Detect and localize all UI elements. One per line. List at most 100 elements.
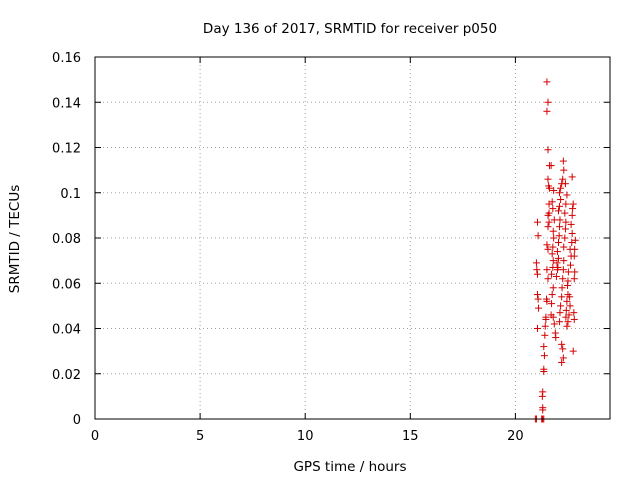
data-point: [541, 322, 549, 330]
data-point: [557, 196, 565, 204]
data-point: [556, 216, 564, 224]
data-point: [533, 325, 541, 332]
y-tick-label: 0: [73, 413, 81, 428]
data-point: [570, 252, 578, 260]
data-point: [548, 198, 556, 206]
data-point: [556, 309, 564, 317]
data-point: [559, 157, 567, 165]
data-point: [541, 331, 549, 339]
y-tick-label: 0.1: [60, 187, 81, 202]
data-point: [566, 302, 574, 310]
y-tick-label: 0.04: [52, 323, 81, 338]
data-point: [543, 266, 551, 274]
data-point: [569, 200, 577, 208]
data-point: [540, 343, 548, 351]
x-tick-label: 15: [402, 429, 419, 444]
data-point: [552, 272, 560, 280]
data-point: [544, 146, 552, 154]
data-point: [561, 180, 569, 188]
data-point: [558, 358, 566, 366]
data-point: [544, 223, 552, 231]
x-tick-label: 10: [297, 429, 314, 444]
data-point: [562, 306, 570, 314]
data-point: [539, 404, 547, 412]
data-point: [563, 191, 571, 199]
data-point: [549, 227, 557, 235]
data-point: [562, 218, 570, 226]
data-point: [569, 205, 577, 213]
data-point: [553, 259, 561, 267]
data-point: [558, 293, 566, 301]
data-point: [571, 268, 579, 276]
y-tick-label: 0.16: [52, 51, 81, 66]
data-point: [566, 293, 574, 301]
data-point: [533, 270, 541, 278]
data-point: [533, 291, 541, 299]
data-point: [535, 304, 543, 312]
data-point: [567, 220, 575, 228]
data-point: [542, 313, 550, 321]
data-point: [533, 218, 541, 226]
data-point: [569, 347, 577, 355]
data-point: [570, 309, 578, 317]
data-point: [558, 284, 566, 292]
data-point: [544, 275, 552, 283]
x-tick-label: 20: [507, 429, 524, 444]
data-point: [543, 241, 551, 249]
data-point: [549, 257, 557, 265]
data-point: [564, 318, 572, 326]
x-tick-label: 5: [196, 429, 204, 444]
y-tick-label: 0.12: [52, 142, 81, 157]
data-point: [559, 345, 567, 353]
x-tick-label: 0: [91, 429, 99, 444]
data-point: [549, 205, 557, 213]
data-point: [552, 334, 560, 342]
grid: [95, 57, 610, 419]
data-point: [561, 225, 569, 233]
data-point: [548, 291, 556, 299]
y-axis-label: SRMTID / TECUs: [7, 185, 23, 293]
data-point: [559, 275, 567, 283]
data-point: [553, 248, 561, 256]
x-axis-label: GPS time / hours: [293, 459, 406, 475]
data-point: [568, 173, 576, 181]
data-point: [550, 186, 558, 194]
data-point: [560, 166, 568, 174]
data-point: [571, 245, 579, 253]
data-point: [554, 263, 562, 271]
data-point: [532, 259, 540, 267]
y-tick-label: 0.14: [52, 96, 81, 111]
data-point: [545, 218, 553, 226]
data-point: [561, 234, 569, 242]
y-tick-label: 0.06: [52, 277, 81, 292]
data-point: [540, 365, 548, 373]
chart-title: Day 136 of 2017, SRMTID for receiver p05…: [203, 21, 497, 37]
data-point: [547, 162, 555, 170]
data-point: [557, 184, 565, 192]
data-point: [555, 207, 562, 215]
data-point: [548, 300, 556, 308]
data-point: [562, 200, 570, 208]
data-points: [531, 78, 579, 423]
data-point: [545, 182, 553, 190]
data-point: [568, 211, 576, 219]
y-tick-label: 0.08: [52, 232, 81, 247]
y-tick-label: 0.02: [52, 368, 81, 383]
data-point: [549, 313, 557, 321]
data-point: [548, 250, 556, 258]
data-point: [558, 340, 566, 348]
data-point: [556, 223, 564, 231]
data-point: [533, 266, 541, 274]
data-point: [543, 78, 551, 86]
data-point: [534, 295, 542, 303]
data-point: [556, 189, 564, 197]
data-point: [540, 352, 548, 360]
data-point: [534, 232, 542, 240]
data-point: [570, 315, 578, 323]
plot-frame: [94, 56, 611, 420]
data-point: [544, 175, 552, 183]
data-point: [539, 388, 547, 396]
data-point: [563, 322, 571, 330]
data-point: [563, 297, 571, 305]
data-point: [550, 320, 558, 328]
